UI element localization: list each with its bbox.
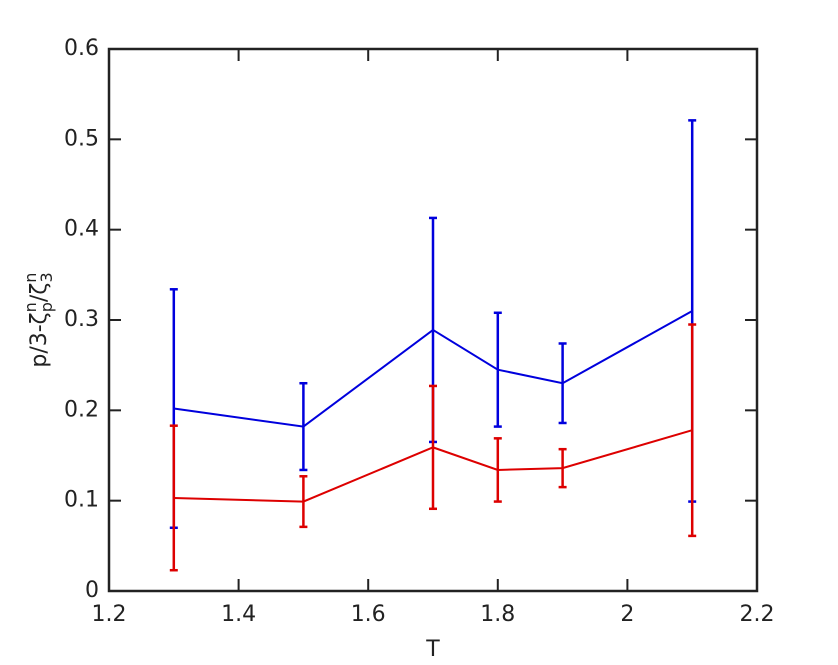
series-line <box>173 310 693 428</box>
y-tick-label: 0.3 <box>64 307 99 332</box>
y-tick-label: 0.4 <box>64 217 99 242</box>
x-tick-label: 1.4 <box>221 602 256 627</box>
error-bar <box>688 323 697 538</box>
x-axis-label: T <box>425 637 440 662</box>
error-bar <box>299 381 308 472</box>
y-label-part: /ζ <box>27 283 52 302</box>
y-label-part: n <box>21 302 40 312</box>
error-bar <box>493 311 502 428</box>
x-tick-label: 1.8 <box>480 602 515 627</box>
y-label-part: p <box>37 302 56 312</box>
error-bar <box>299 475 308 529</box>
error-bar <box>429 384 437 511</box>
y-tick-label: 0.1 <box>64 488 99 513</box>
x-tick-label: 2 <box>620 602 634 627</box>
y-tick-label: 0 <box>85 578 99 603</box>
series-line <box>173 429 693 503</box>
error-bar <box>169 424 178 572</box>
x-tick-label: 1.6 <box>351 602 386 627</box>
error-bar <box>493 437 502 503</box>
plot-frame <box>107 47 759 593</box>
y-tick-label: 0.6 <box>64 36 99 61</box>
error-bar <box>558 342 567 425</box>
y-label-part: n <box>21 273 40 283</box>
y-axis-label: p/3-ζnp/ζn3 <box>21 272 56 367</box>
x-tick-label: 1.2 <box>92 602 127 627</box>
y-label-part: p/3-ζ <box>27 312 52 367</box>
y-label-part: 3 <box>37 272 56 282</box>
y-tick-label: 0.5 <box>64 126 99 151</box>
x-tick-label: 2.2 <box>740 602 775 627</box>
error-bar <box>558 447 567 489</box>
y-tick-label: 0.2 <box>64 397 99 422</box>
